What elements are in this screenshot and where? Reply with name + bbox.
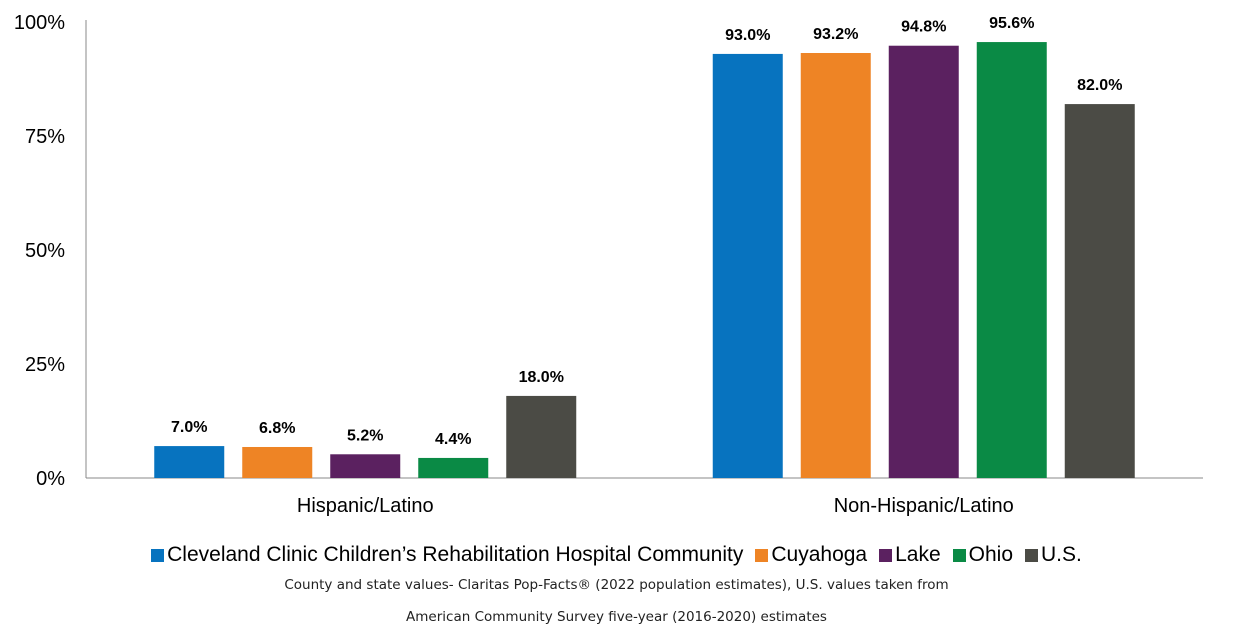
data-label: 5.2% [347, 427, 383, 444]
legend-swatch [1025, 548, 1039, 562]
y-tick-label: 25% [25, 354, 65, 376]
bar [330, 454, 401, 478]
bar [242, 446, 313, 478]
bar [888, 45, 959, 478]
legend-label: Cleveland Clinic Children’s Rehabilitati… [167, 543, 744, 566]
data-label: 82.0% [1077, 77, 1122, 94]
bar-chart: 0% 25% 50% 75% 100% 7.0% 6.8% 5.2% 4.4% 18.0% Hisp… [14, 12, 1203, 517]
data-label: 7.0% [171, 419, 207, 436]
legend-swatch [879, 548, 893, 562]
legend-label: Ohio [968, 543, 1014, 566]
bar [1064, 104, 1135, 478]
data-label: 93.2% [813, 26, 858, 43]
data-label: 93.0% [725, 27, 770, 44]
source-note-line-1: County and state values- Claritas Pop-Fa… [284, 577, 949, 593]
legend-item-ohio: Ohio [952, 543, 1014, 567]
legend-label: Lake [895, 543, 941, 566]
legend-swatch [755, 548, 769, 562]
bar [712, 53, 783, 479]
legend-item-lake: Lake [879, 543, 941, 567]
bar [976, 42, 1047, 479]
data-label: 18.0% [519, 369, 564, 386]
legend: Cleveland Clinic Children’s Rehabilitati… [0, 540, 1233, 570]
legend-item-cuyahoga: Cuyahoga [755, 543, 867, 567]
y-tick-label: 100% [14, 12, 65, 34]
data-label: 6.8% [259, 420, 295, 437]
legend-swatch [952, 548, 966, 562]
y-tick-label: 50% [25, 240, 65, 262]
source-note-line-2: American Community Survey five-year (201… [406, 609, 827, 625]
bar [418, 457, 489, 478]
legend-item-us: U.S. [1025, 543, 1082, 567]
y-tick-label: 0% [36, 468, 65, 490]
bar [800, 53, 871, 479]
y-tick-label: 75% [25, 126, 65, 148]
legend-label: Cuyahoga [771, 543, 868, 566]
x-category-label: Non-Hispanic/Latino [834, 495, 1014, 517]
bar [154, 446, 225, 478]
x-category-label: Hispanic/Latino [297, 495, 434, 517]
legend-item-community: Cleveland Clinic Children’s Rehabilitati… [151, 543, 743, 567]
legend-label: U.S. [1041, 543, 1082, 566]
data-label: 95.6% [989, 15, 1034, 32]
data-label: 4.4% [435, 431, 471, 448]
legend-swatch [151, 548, 165, 562]
data-label: 94.8% [901, 19, 946, 36]
bar [506, 395, 577, 478]
